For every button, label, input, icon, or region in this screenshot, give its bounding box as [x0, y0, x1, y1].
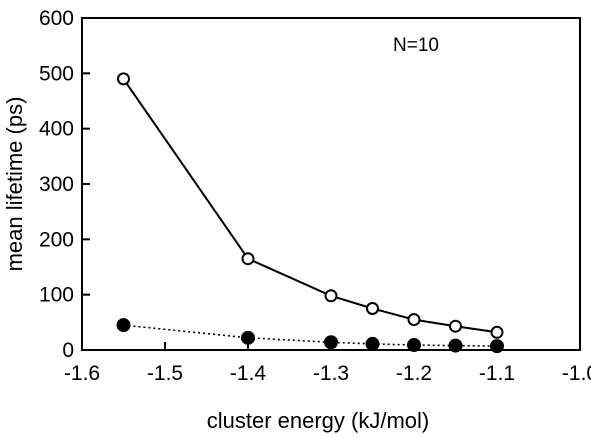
- series-1-point: [117, 72, 130, 86]
- x-tick-label: -1.5: [147, 362, 183, 385]
- series-2-point: [490, 339, 504, 354]
- series-1-point: [490, 325, 504, 339]
- x-axis-label: cluster energy (kJ/mol): [207, 408, 430, 433]
- y-tick-label: 500: [39, 62, 74, 85]
- series-2-line: [123, 324, 498, 347]
- series-1-point: [407, 313, 421, 327]
- y-axis: 0 100 200 300 400 500 600: [39, 7, 90, 362]
- series-2-point: [324, 335, 338, 350]
- series-2-point: [365, 336, 380, 351]
- series-1-point: [324, 289, 338, 303]
- y-tick-label: 400: [39, 118, 74, 141]
- y-tick-label: 200: [39, 228, 74, 251]
- x-tick-label: -1.1: [479, 362, 515, 385]
- series-1-point: [449, 319, 462, 333]
- x-axis: -1.6 -1.5 -1.4 -1.3 -1.2 -1.1 -1.0: [64, 342, 591, 385]
- y-axis-label: mean lifetime (ps): [2, 97, 27, 272]
- series-layer: [116, 72, 504, 354]
- series-2-point: [448, 338, 463, 353]
- y-tick-label: 600: [39, 7, 74, 30]
- series-1-point: [366, 302, 379, 315]
- x-tick-label: -1.2: [396, 362, 432, 385]
- series-2-point: [116, 318, 131, 333]
- annotation-label: N=10: [393, 35, 439, 56]
- series-1-point: [241, 252, 255, 266]
- x-tick-label: -1.6: [64, 362, 100, 385]
- x-tick-label: -1.3: [313, 362, 349, 385]
- y-tick-label: 300: [39, 173, 74, 196]
- x-tick-label: -1.4: [230, 362, 267, 385]
- series-2-point: [407, 338, 421, 353]
- y-tick-label: 100: [39, 284, 74, 307]
- series-1-line: [122, 78, 498, 334]
- series-2-point: [241, 330, 255, 345]
- x-tick-label: -1.0: [562, 362, 591, 385]
- y-tick-label: 0: [62, 339, 74, 362]
